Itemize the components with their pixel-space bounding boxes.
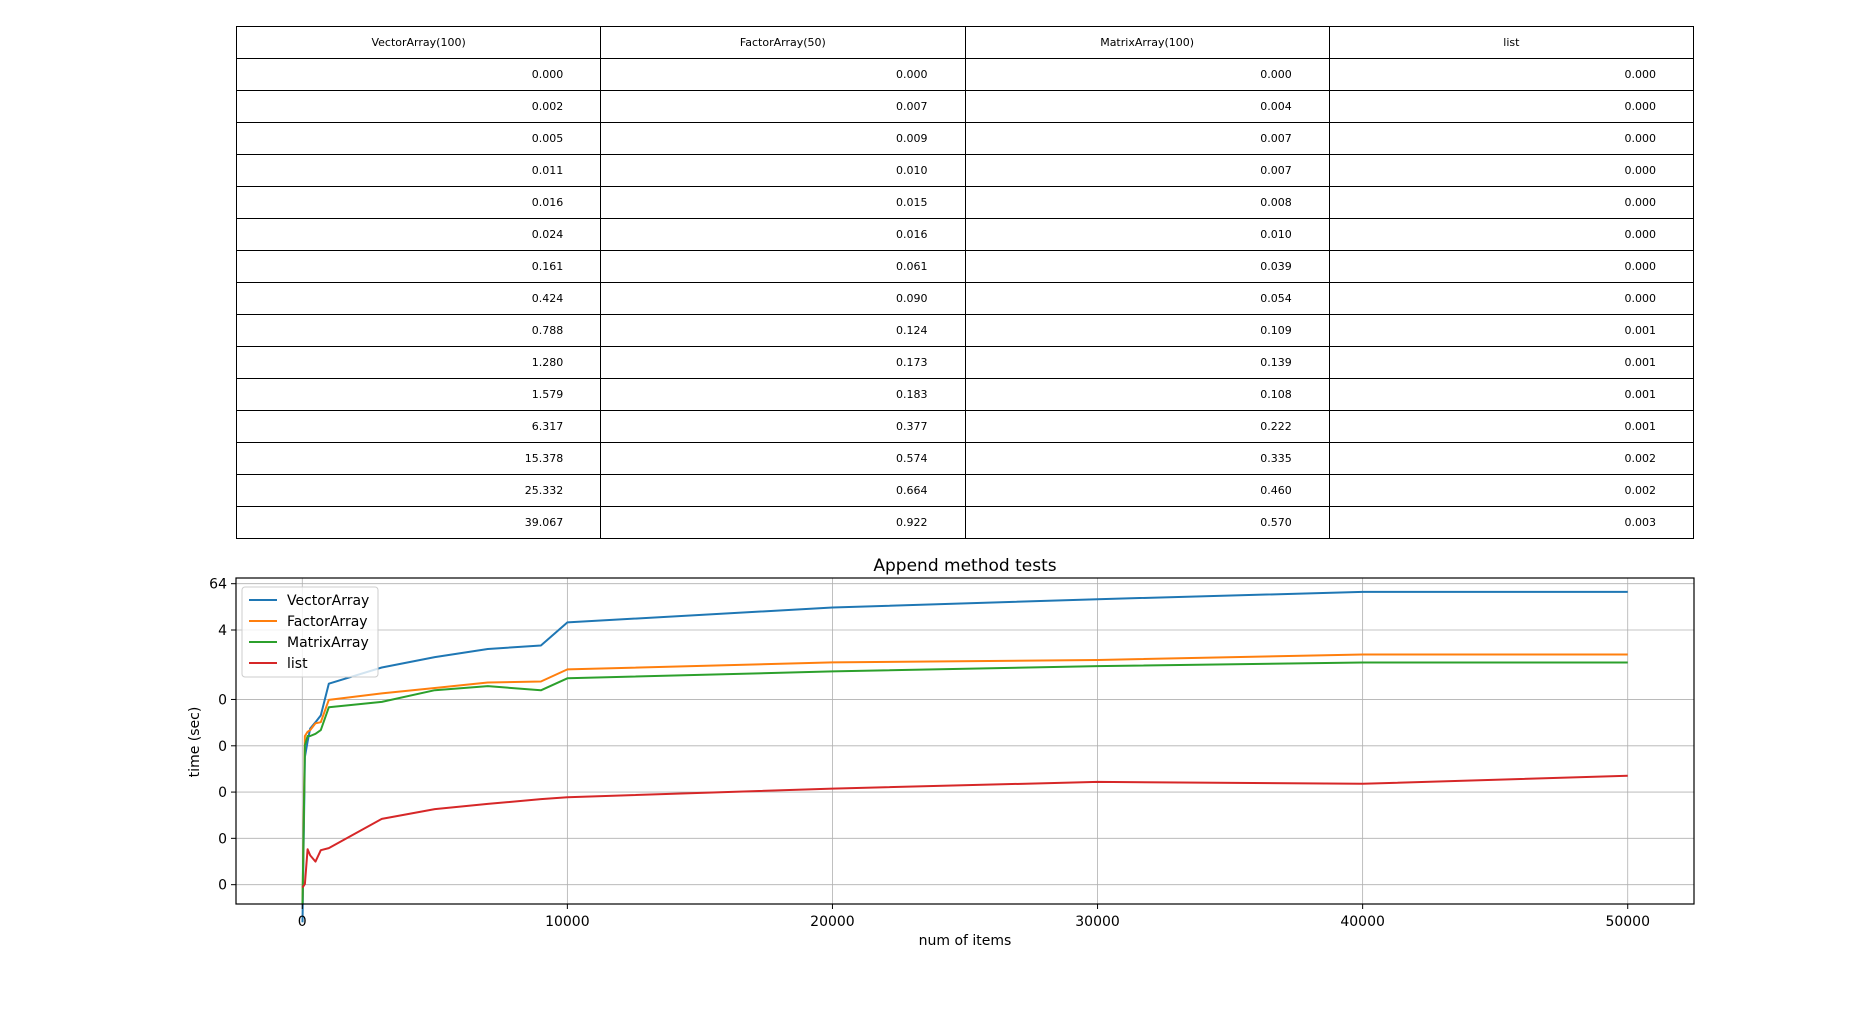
- x-axis-label: num of items: [919, 933, 1012, 949]
- y-tick-label: 0: [218, 785, 227, 801]
- chart-title: Append method tests: [873, 556, 1056, 576]
- legend-entry: VectorArray: [287, 593, 369, 609]
- table-cell: 0.570: [964, 506, 1330, 539]
- table-cell: 0.016: [600, 218, 966, 251]
- legend-frame: [241, 586, 379, 678]
- table-cell: 0.061: [600, 250, 966, 283]
- y-tick-label: 0: [218, 739, 227, 755]
- plot-frame: [235, 577, 1695, 905]
- series-line-vectorarray: [301, 590, 1628, 923]
- x-tick-label: 30000: [1075, 914, 1120, 930]
- series-line-factorarray: [301, 653, 1628, 905]
- table-row: 39.067 0.922 0.570 0.003: [235, 506, 1695, 539]
- y-tick-label: 0: [218, 878, 227, 894]
- table-cell: 0.002: [1328, 442, 1695, 475]
- table-cell: 0.009: [600, 122, 966, 155]
- table-row: 0.005 0.009 0.007 0.000: [235, 122, 1695, 155]
- y-axis-label: time (sec): [187, 707, 203, 778]
- table-cell: 0.124: [600, 314, 966, 347]
- column-header-list: list: [1328, 26, 1695, 59]
- grid-layer: [236, 578, 1694, 904]
- table-cell: 0.024: [235, 218, 602, 251]
- y-tick-label: 0: [218, 692, 227, 708]
- table-row: 0.024 0.016 0.010 0.000: [235, 218, 1695, 251]
- table-cell: 0.039: [964, 250, 1330, 283]
- y-tick-label: 4: [218, 623, 227, 639]
- column-header-factorarray: FactorArray(50): [600, 26, 966, 59]
- table-cell: 0.000: [1328, 282, 1695, 315]
- table-cell: 0.001: [1328, 346, 1695, 379]
- table-header-row: VectorArray(100) FactorArray(50) MatrixA…: [235, 26, 1695, 59]
- table-cell: 0.003: [1328, 506, 1695, 539]
- table-cell: 0.010: [964, 218, 1330, 251]
- series-layer: [301, 590, 1628, 923]
- table-row: 1.579 0.183 0.108 0.001: [235, 378, 1695, 411]
- table-cell: 0.011: [235, 154, 602, 187]
- table-body: 0.000 0.000 0.000 0.000 0.002 0.007 0.004 0.000…: [235, 58, 1695, 539]
- y-tick-label: 64: [209, 577, 227, 593]
- table-cell: 0.222: [964, 410, 1330, 443]
- x-tick-label: 50000: [1605, 914, 1650, 930]
- table-cell: 0.000: [1328, 90, 1695, 123]
- table-cell: 39.067: [235, 506, 602, 539]
- table-cell: 1.579: [235, 378, 602, 411]
- legend-entry: list: [287, 656, 308, 672]
- table-row: 0.011 0.010 0.007 0.000: [235, 154, 1695, 187]
- table-cell: 0.377: [600, 410, 966, 443]
- table-cell: 0.001: [1328, 378, 1695, 411]
- x-tick-label: 0: [298, 914, 307, 930]
- table-cell: 0.183: [600, 378, 966, 411]
- table-cell: 0.007: [600, 90, 966, 123]
- table-row: 0.016 0.015 0.008 0.000: [235, 186, 1695, 219]
- table-row: 1.280 0.173 0.139 0.001: [235, 346, 1695, 379]
- table-row: 0.000 0.000 0.000 0.000: [235, 58, 1695, 91]
- table-cell: 0.004: [964, 90, 1330, 123]
- table-cell: 0.109: [964, 314, 1330, 347]
- table-row: 0.002 0.007 0.004 0.000: [235, 90, 1695, 123]
- table-cell: 0.000: [1328, 250, 1695, 283]
- ticks-layer: 0 10000 20000 30000 40000 50000 0 0 0 0 0 4 64: [209, 577, 1650, 930]
- table-cell: 0.335: [964, 442, 1330, 475]
- series-line-list: [301, 774, 1628, 889]
- y-tick-label: 0: [218, 831, 227, 847]
- table-cell: 0.001: [1328, 314, 1695, 347]
- table-cell: 0.424: [235, 282, 602, 315]
- series-line-matrixarray: [301, 661, 1628, 905]
- x-tick-label: 40000: [1340, 914, 1385, 930]
- x-tick-label: 10000: [545, 914, 590, 930]
- table-cell: 0.139: [964, 346, 1330, 379]
- table-row: 0.161 0.061 0.039 0.000: [235, 250, 1695, 283]
- table-row: 15.378 0.574 0.335 0.002: [235, 442, 1695, 475]
- table-cell: 0.000: [1328, 186, 1695, 219]
- table-cell: 0.000: [1328, 58, 1695, 91]
- table-row: 25.332 0.664 0.460 0.002: [235, 474, 1695, 507]
- table-cell: 0.460: [964, 474, 1330, 507]
- results-table: VectorArray(100) FactorArray(50) MatrixA…: [235, 26, 1695, 539]
- table-cell: 0.002: [235, 90, 602, 123]
- table-cell: 0.005: [235, 122, 602, 155]
- table-cell: 0.922: [600, 506, 966, 539]
- legend: VectorArray FactorArray MatrixArray list: [241, 586, 379, 678]
- legend-entry: FactorArray: [287, 614, 368, 630]
- table-cell: 25.332: [235, 474, 602, 507]
- table-cell: 0.000: [964, 58, 1330, 91]
- column-header-vectorarray: VectorArray(100): [235, 26, 602, 59]
- x-tick-label: 20000: [810, 914, 855, 930]
- table-cell: 0.016: [235, 186, 602, 219]
- table-row: 6.317 0.377 0.222 0.001: [235, 410, 1695, 443]
- table-cell: 0.000: [1328, 154, 1695, 187]
- legend-entry: MatrixArray: [287, 635, 369, 651]
- table-cell: 0.007: [964, 122, 1330, 155]
